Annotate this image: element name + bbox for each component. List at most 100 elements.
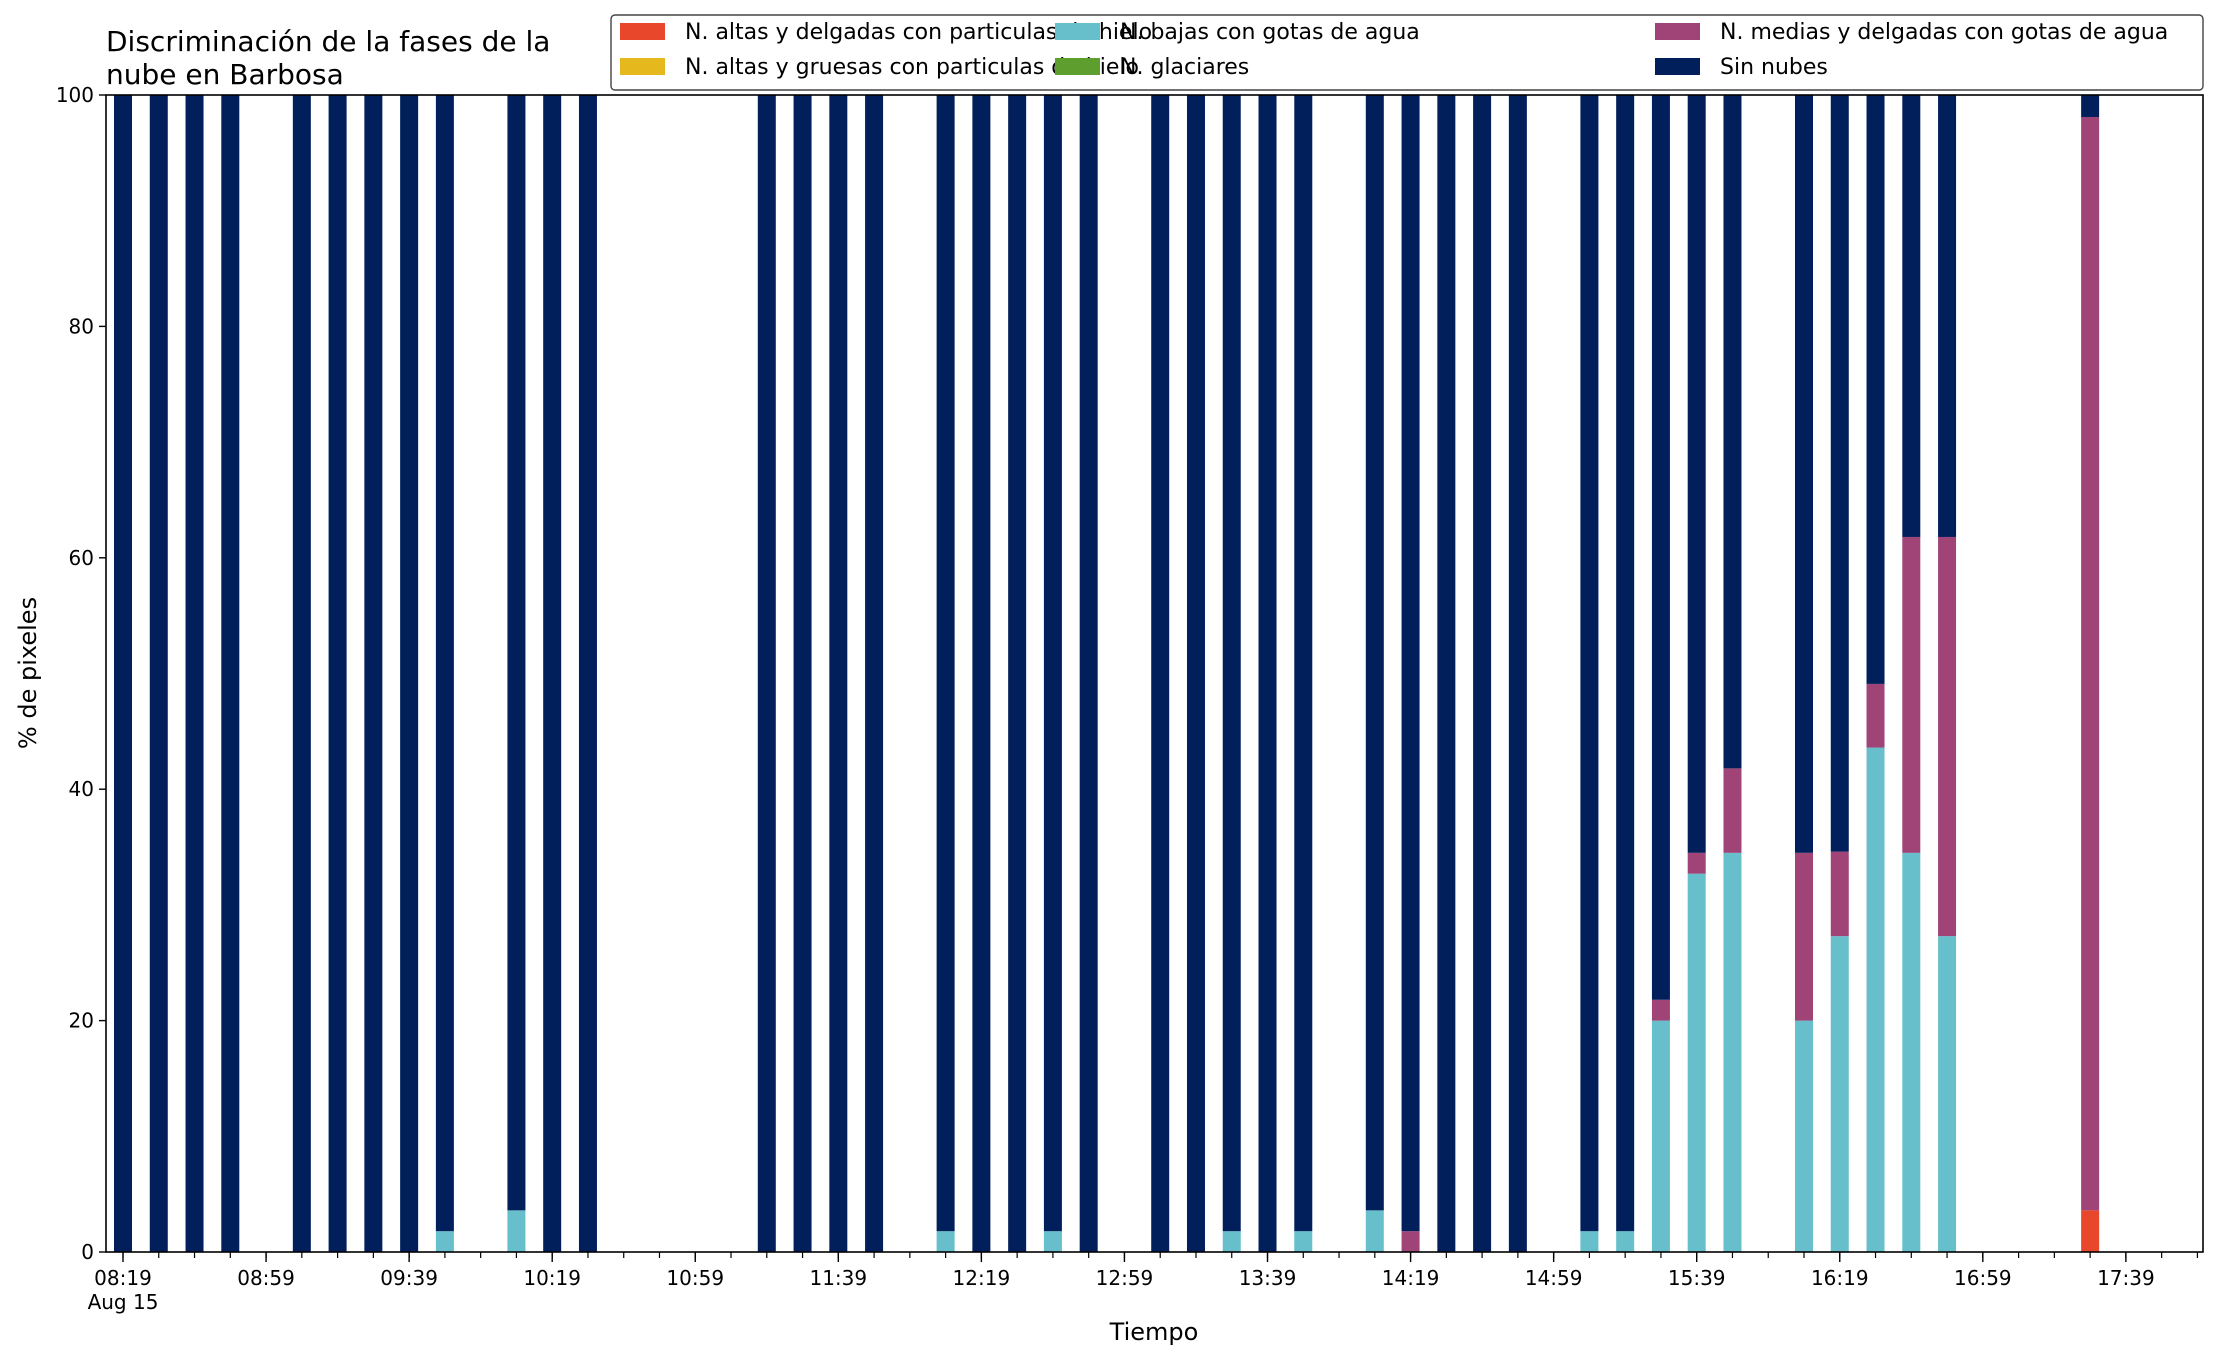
bar-segment [328,95,347,1252]
bar-segment [1651,999,1670,1021]
bar-segment [1830,936,1849,1252]
bar-segment [1938,95,1957,537]
bar-segment [865,95,884,1252]
bar-segment [1365,1210,1384,1252]
x-tick-date-label: Aug 15 [88,1290,159,1314]
x-axis-label: Tiempo [1109,1318,1199,1346]
x-tick-label: 12:19 [953,1266,1011,1290]
bar-segment [1651,1020,1670,1252]
bar-segment [2081,1210,2100,1252]
bar-segment [1687,852,1706,874]
y-tick-label: 80 [69,314,94,338]
bar-segment [1902,852,1921,1252]
bar-segment [1186,95,1205,1252]
bar-segment [757,95,776,1252]
y-tick-label: 0 [81,1240,94,1264]
x-tick-label: 08:19 [94,1266,152,1290]
bar-segment [972,95,991,1252]
bar-segment [1222,95,1241,1232]
bar-segment [507,1210,526,1252]
bar-segment [1795,852,1813,1021]
bar-segment [400,95,419,1252]
bar-segment [1723,768,1742,853]
bar-segment [1222,1231,1241,1252]
x-tick-label: 14:59 [1525,1266,1583,1290]
bar-segment [507,95,526,1211]
bar-segment [1401,95,1420,1232]
x-tick-label: 13:39 [1239,1266,1297,1290]
bar-segment [829,95,848,1252]
legend: N. altas y delgadas con particulas de hi… [610,14,2204,91]
bar-segment [1687,873,1706,1252]
legend-label: Sin nubes [1720,55,1828,80]
bar-segment [1902,536,1921,853]
bar-segment [1580,1231,1599,1252]
bar-segment [1580,95,1599,1232]
y-tick-label: 60 [69,546,94,570]
bar-segment [1830,851,1849,937]
bar-segment [1723,95,1742,769]
bar-segment [292,95,311,1252]
bar-segment [185,95,204,1252]
bar-segment [1473,95,1492,1252]
legend-swatch [620,58,665,75]
x-tick-label: 08:59 [237,1266,295,1290]
bars-layer [114,95,2100,1252]
legend-swatch [1055,58,1100,75]
legend-swatch [1655,23,1700,40]
legend-swatch [1655,58,1700,75]
chart-title-line-2: nube en Barbosa [106,58,344,91]
bar-segment [1616,95,1635,1232]
legend-swatch [620,23,665,40]
bar-segment [543,95,562,1252]
bar-segment [1830,95,1849,852]
bar-segment [1902,95,1921,537]
legend-label: N. bajas con gotas de agua [1120,20,1420,45]
y-tick-label: 40 [69,777,94,801]
x-tick-label: 14:19 [1382,1266,1440,1290]
bar-segment [1616,1231,1635,1252]
x-tick-label: 10:59 [666,1266,724,1290]
bar-segment [1079,95,1098,1252]
legend-swatch [1055,23,1100,40]
bar-segment [1294,1231,1313,1252]
y-axis: 0 20 40 60 80 100 [56,83,106,1264]
legend-frame [610,14,2204,91]
bar-segment [1401,1231,1420,1252]
x-tick-label: 16:59 [1954,1266,2012,1290]
bar-segment [1508,95,1527,1252]
x-tick-label: 16:19 [1811,1266,1869,1290]
bar-segment [936,95,955,1232]
y-tick-label: 20 [69,1009,94,1033]
bar-segment [1938,936,1957,1252]
bar-segment [1795,95,1813,853]
bar-segment [364,95,383,1252]
bar-segment [114,95,132,1252]
bar-segment [1938,536,1957,937]
x-tick-label: 09:39 [380,1266,438,1290]
bar-segment [149,95,168,1252]
bar-segment [1723,852,1742,1252]
bar-segment [1258,95,1277,1252]
x-tick-label: 10:19 [523,1266,581,1290]
bar-segment [1651,95,1670,1000]
x-tick-label: 17:39 [2097,1266,2155,1290]
legend-label: N. glaciares [1120,55,1249,80]
bar-segment [435,1231,454,1252]
bar-segment [221,95,240,1252]
bar-segment [1008,95,1027,1252]
chart-title-line-1: Discriminación de la fases de la [106,25,550,58]
bar-segment [1866,95,1885,684]
bar-segment [793,95,812,1252]
x-tick-label: 15:39 [1668,1266,1726,1290]
bar-segment [1043,1231,1062,1252]
bar-segment [2081,116,2100,1211]
bar-segment [1043,95,1062,1232]
bar-segment [1437,95,1456,1252]
bar-segment [435,95,454,1232]
bar-segment [1294,95,1313,1232]
bar-segment [1687,95,1706,853]
y-axis-label: % de pixeles [14,597,42,749]
